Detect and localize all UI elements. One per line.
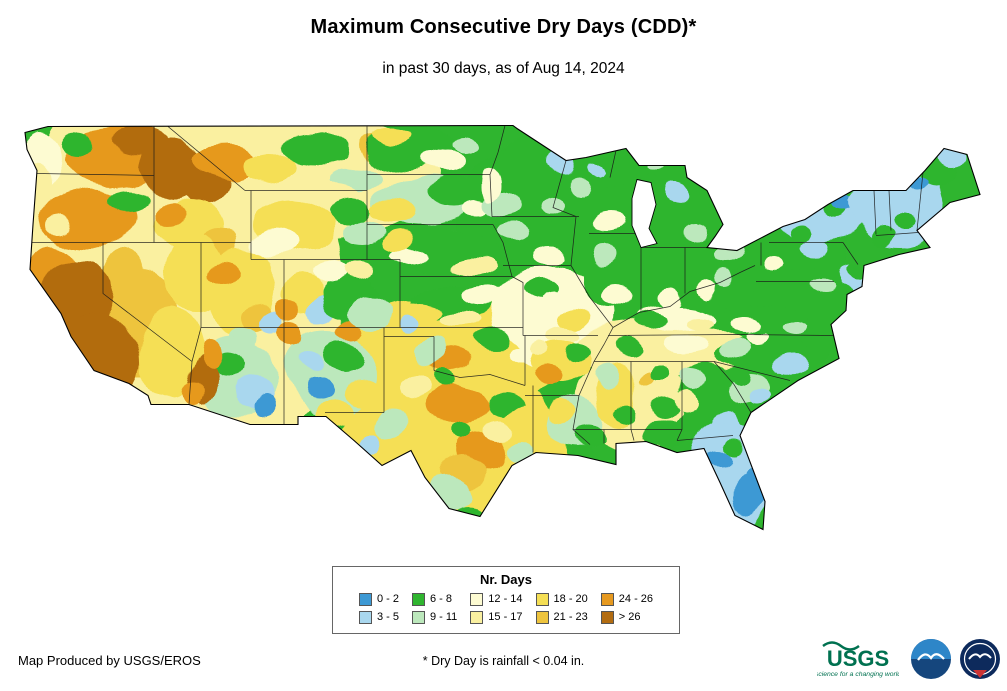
legend-item: 21 - 23 — [535, 609, 588, 626]
legend-label: 15 - 17 — [488, 611, 523, 623]
legend-item: 18 - 20 — [535, 591, 588, 608]
usgs-logo: USGS science for a changing world — [817, 641, 899, 678]
nws-bird-icon — [968, 653, 992, 660]
nws-red-mark — [973, 670, 987, 678]
legend-item: > 26 — [600, 609, 653, 626]
legend-swatch — [358, 611, 372, 624]
noaa-logo — [911, 639, 951, 679]
usgs-logo-tagline: science for a changing world — [817, 671, 899, 678]
legend-label: 3 - 5 — [376, 611, 399, 623]
legend-item: 24 - 26 — [600, 591, 654, 608]
legend-item: 12 - 14 — [470, 591, 523, 608]
legend-swatch — [535, 611, 549, 624]
legend-swatch — [535, 593, 549, 606]
legend-label: 9 - 11 — [429, 611, 458, 623]
legend-swatch — [470, 611, 484, 624]
legend-swatch — [600, 593, 614, 606]
legend-label: 18 - 20 — [553, 593, 588, 605]
legend-label: 12 - 14 — [488, 593, 523, 605]
legend-item: 0 - 2 — [358, 591, 399, 608]
legend-item: 15 - 17 — [470, 609, 523, 626]
legend-swatch — [600, 611, 614, 624]
noaa-bird-icon — [917, 653, 945, 661]
legend-title: Nr. Days — [479, 572, 533, 587]
legend-item: 3 - 5 — [358, 609, 399, 626]
page-title: Maximum Consecutive Dry Days (CDD)* — [310, 16, 697, 38]
lake-michigan — [631, 178, 658, 249]
legend-label: 6 - 8 — [429, 593, 452, 605]
legend-swatch — [411, 593, 425, 606]
legend-item: 6 - 8 — [411, 591, 457, 608]
legend: Nr. Days 0 - 2 3 - 5 6 - 8 9 - 11 12 - 14 15 … — [332, 566, 680, 634]
state-borders — [32, 125, 924, 453]
page-subtitle: in past 30 days, as of Aug 14, 2024 — [382, 60, 625, 77]
dry-days-raster — [25, 125, 962, 530]
us-map — [24, 124, 981, 531]
map-fill-layer — [25, 125, 980, 530]
legend-label: 0 - 2 — [376, 593, 399, 605]
legend-swatch — [470, 593, 484, 606]
legend-item: 9 - 11 — [411, 609, 458, 626]
legend-label: 21 - 23 — [553, 611, 588, 623]
footnote-text: * Dry Day is rainfall < 0.04 in. — [422, 654, 585, 668]
logo-row: USGS science for a changing world — [817, 638, 1001, 680]
legend-grid: 0 - 2 3 - 5 6 - 8 9 - 11 12 - 14 15 - 17 18 - … — [339, 591, 673, 626]
nws-logo — [960, 639, 1000, 679]
legend-label: > 26 — [618, 611, 641, 623]
credit-text: Map Produced by USGS/EROS — [18, 653, 201, 668]
usgs-logo-text: USGS — [827, 646, 889, 671]
legend-swatch — [411, 611, 425, 624]
legend-label: 24 - 26 — [618, 593, 654, 605]
legend-swatch — [358, 593, 372, 606]
